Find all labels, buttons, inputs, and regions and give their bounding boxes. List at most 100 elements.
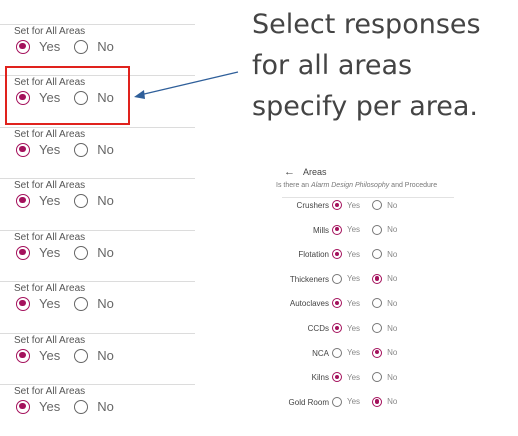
no-radio[interactable] (74, 348, 89, 363)
divider (0, 384, 195, 385)
area-no-radio[interactable] (372, 372, 383, 383)
divider (0, 75, 195, 76)
yes-label: Yes (39, 39, 61, 54)
area-row: Thickeners Yes No (276, 273, 466, 288)
area-no-label: No (387, 249, 398, 259)
set-all-areas-column: Set for All Areas Yes No Set for All Areas Y… (0, 0, 200, 430)
area-yes-label: Yes (347, 274, 361, 284)
arrow-left-icon[interactable]: ← (284, 166, 295, 178)
set-all-areas-block: Set for All Areas Yes No (0, 127, 200, 179)
area-name: CCDs (307, 324, 329, 333)
set-all-areas-label: Set for All Areas (14, 386, 86, 397)
no-radio[interactable] (74, 39, 89, 54)
area-name: Kilns (311, 373, 329, 383)
area-radio-group: Yes No (332, 224, 409, 235)
area-yes-radio[interactable] (332, 323, 342, 333)
set-all-areas-label: Set for All Areas (14, 180, 86, 191)
area-name: Gold Room (288, 397, 329, 407)
area-yes-label: Yes (347, 397, 361, 407)
area-yes-radio[interactable] (332, 298, 342, 309)
panel-header: ← Areas (284, 166, 327, 178)
set-all-areas-label: Set for All Areas (14, 77, 86, 88)
area-no-label: No (387, 372, 398, 382)
set-all-areas-block: Set for All Areas Yes No (0, 281, 200, 333)
no-radio[interactable] (74, 90, 89, 105)
yes-no-radio-group: Yes No (16, 39, 128, 54)
panel-divider (282, 197, 454, 198)
divider (0, 24, 195, 25)
area-radio-group: Yes No (332, 273, 409, 284)
set-all-areas-block: Set for All Areas Yes No (0, 230, 200, 282)
area-row: NCA Yes No (276, 347, 466, 362)
panel-question: Is there an Alarm Design Philosophy and … (276, 182, 437, 189)
area-no-label: No (387, 348, 398, 358)
no-label: No (97, 142, 114, 157)
area-row: Autoclaves Yes No (276, 298, 466, 312)
yes-label: Yes (39, 296, 61, 311)
area-no-radio[interactable] (372, 396, 383, 407)
area-radio-group: Yes No (332, 396, 409, 407)
area-name: Thickeners (289, 274, 329, 284)
question-suffix: and Procedure (389, 182, 438, 189)
area-no-label: No (387, 298, 398, 308)
yes-radio[interactable] (16, 39, 30, 54)
area-yes-radio[interactable] (332, 273, 342, 284)
area-name: Flotation (298, 250, 329, 260)
area-no-radio[interactable] (372, 323, 383, 333)
set-all-areas-block: Set for All Areas Yes No (0, 178, 200, 230)
area-yes-radio[interactable] (332, 249, 342, 260)
area-no-radio[interactable] (372, 347, 383, 358)
yes-radio[interactable] (16, 399, 30, 414)
area-row: Crushers Yes No (276, 200, 466, 214)
no-radio[interactable] (74, 142, 89, 157)
area-no-radio[interactable] (372, 224, 383, 235)
area-radio-group: Yes No (332, 249, 409, 260)
area-yes-radio[interactable] (332, 396, 342, 407)
area-no-radio[interactable] (372, 249, 383, 260)
yes-radio[interactable] (16, 296, 30, 311)
area-yes-radio[interactable] (332, 372, 342, 383)
area-name: Autoclaves (289, 299, 329, 309)
yes-no-radio-group: Yes No (16, 296, 128, 311)
area-yes-radio[interactable] (332, 347, 342, 358)
area-yes-label: Yes (347, 348, 361, 358)
yes-no-radio-group: Yes No (16, 399, 128, 414)
area-no-radio[interactable] (372, 298, 383, 309)
yes-radio[interactable] (16, 193, 30, 208)
areas-panel: ← Areas Is there an Alarm Design Philoso… (276, 166, 466, 416)
no-radio[interactable] (74, 193, 89, 208)
area-radio-group: Yes No (332, 323, 409, 333)
area-yes-label: Yes (347, 249, 361, 259)
area-name: Mills (313, 225, 329, 235)
area-radio-group: Yes No (332, 372, 409, 383)
area-yes-radio[interactable] (332, 200, 342, 210)
question-emphasis: Alarm Design Philosophy (311, 182, 390, 189)
area-name: Crushers (296, 201, 329, 210)
area-yes-radio[interactable] (332, 224, 342, 235)
yes-radio[interactable] (16, 142, 30, 157)
yes-no-radio-group: Yes No (16, 90, 128, 105)
set-all-areas-label: Set for All Areas (14, 232, 86, 243)
area-no-radio[interactable] (372, 273, 383, 284)
no-radio[interactable] (74, 399, 89, 414)
yes-radio[interactable] (16, 348, 30, 363)
callout-text: Select responses for all areas specify p… (252, 4, 518, 127)
set-all-areas-label: Set for All Areas (14, 283, 86, 294)
no-label: No (97, 296, 114, 311)
no-radio[interactable] (74, 296, 89, 311)
set-all-areas-label: Set for All Areas (14, 129, 86, 140)
divider (0, 178, 195, 179)
no-radio[interactable] (74, 245, 89, 260)
area-name: NCA (312, 348, 329, 358)
set-all-areas-label: Set for All Areas (14, 335, 86, 346)
yes-radio[interactable] (16, 245, 30, 260)
highlight-box (5, 66, 130, 125)
callout-line: specify per area. (252, 91, 478, 122)
yes-radio[interactable] (16, 90, 30, 105)
area-row: Gold Room Yes No (276, 396, 466, 411)
yes-no-radio-group: Yes No (16, 193, 128, 208)
area-no-radio[interactable] (372, 200, 383, 210)
set-all-areas-label: Set for All Areas (14, 26, 86, 37)
panel-title: Areas (303, 167, 327, 177)
no-label: No (97, 399, 114, 414)
